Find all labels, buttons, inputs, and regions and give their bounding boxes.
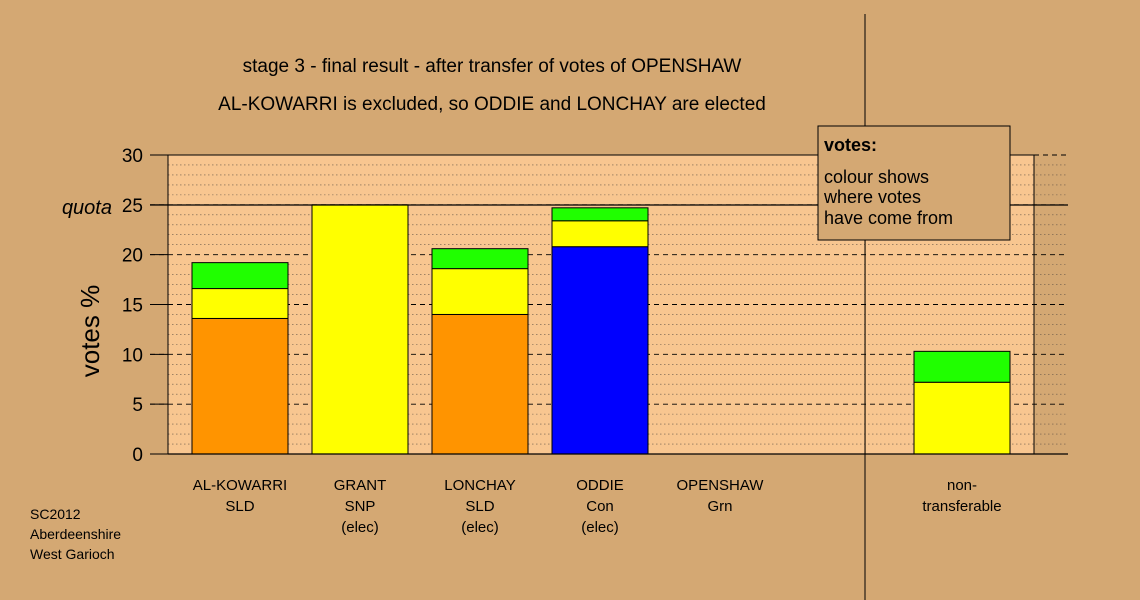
bar-6 <box>913 350 1011 455</box>
bar-6-segment-1 <box>913 381 1011 455</box>
y-tick-10: 10 <box>122 345 143 366</box>
bar-3-segment-1 <box>431 313 529 455</box>
y-tick-20: 20 <box>122 246 143 267</box>
bar-3-segment-2 <box>431 268 529 315</box>
bar-4-segment-3 <box>551 207 649 222</box>
x-label-2-line-1: GRANT <box>334 477 387 494</box>
bar-1-segment-1 <box>191 317 289 455</box>
x-label-4-line-1: ODDIE <box>576 477 624 494</box>
y-tick-25: 25 <box>122 196 143 217</box>
y-axis-label: votes % <box>75 285 105 378</box>
x-label-3-line-2: SLD <box>465 498 494 515</box>
bar-3 <box>431 248 529 455</box>
x-label-4-line-3: (elec) <box>581 519 619 536</box>
legend-background <box>817 125 1011 241</box>
bar-2-segment-1 <box>311 204 409 455</box>
bar-1 <box>191 262 289 455</box>
y-tick-30: 30 <box>122 146 143 167</box>
y-tick-15: 15 <box>122 296 143 317</box>
bar-6-segment-2 <box>913 350 1011 383</box>
x-label-4-line-2: Con <box>586 498 614 515</box>
chart-title: stage 3 - final result - after transfer … <box>243 56 742 77</box>
y-tick-0: 0 <box>132 445 143 466</box>
x-label-1-line-1: AL-KOWARRI <box>193 477 287 494</box>
y-tick-labels: 0 5 10 15 20 25 30 <box>122 146 168 466</box>
x-label-3-line-3: (elec) <box>461 519 499 536</box>
source-line-3: West Garioch <box>30 546 115 562</box>
source-line-1: SC2012 <box>30 506 81 522</box>
bars <box>191 204 1011 455</box>
legend-title: votes: <box>824 135 877 155</box>
nontransferable-label-2: transferable <box>922 498 1001 515</box>
x-label-3-line-1: LONCHAY <box>444 477 515 494</box>
x-category-labels: AL-KOWARRI SLD GRANT SNP (elec) LONCHAY SLD (el… <box>193 477 765 536</box>
x-label-2-line-3: (elec) <box>341 519 379 536</box>
bar-4-segment-1 <box>551 246 649 455</box>
x-label-5-line-1: OPENSHAW <box>677 477 765 494</box>
quota-label: quota <box>62 197 112 219</box>
nontransferable-label-1: non- <box>947 477 977 494</box>
legend-line-2: where votes <box>823 187 921 207</box>
bar-1-segment-2 <box>191 288 289 319</box>
source-line-2: Aberdeenshire <box>30 526 121 542</box>
bar-4 <box>551 207 649 455</box>
legend-line-3: have come from <box>824 208 953 228</box>
bar-1-segment-3 <box>191 262 289 290</box>
legend-line-1: colour shows <box>824 167 929 187</box>
x-label-5-line-2: Grn <box>707 498 732 515</box>
bar-3-segment-3 <box>431 248 529 270</box>
y-tick-5: 5 <box>132 395 143 416</box>
bar-2 <box>311 204 409 455</box>
chart-subtitle: AL-KOWARRI is excluded, so ODDIE and LON… <box>218 94 766 115</box>
x-label-2-line-2: SNP <box>345 498 376 515</box>
legend-box: votes: colour shows where votes have com… <box>817 125 1011 241</box>
x-label-1-line-2: SLD <box>225 498 254 515</box>
bar-4-segment-2 <box>551 220 649 248</box>
